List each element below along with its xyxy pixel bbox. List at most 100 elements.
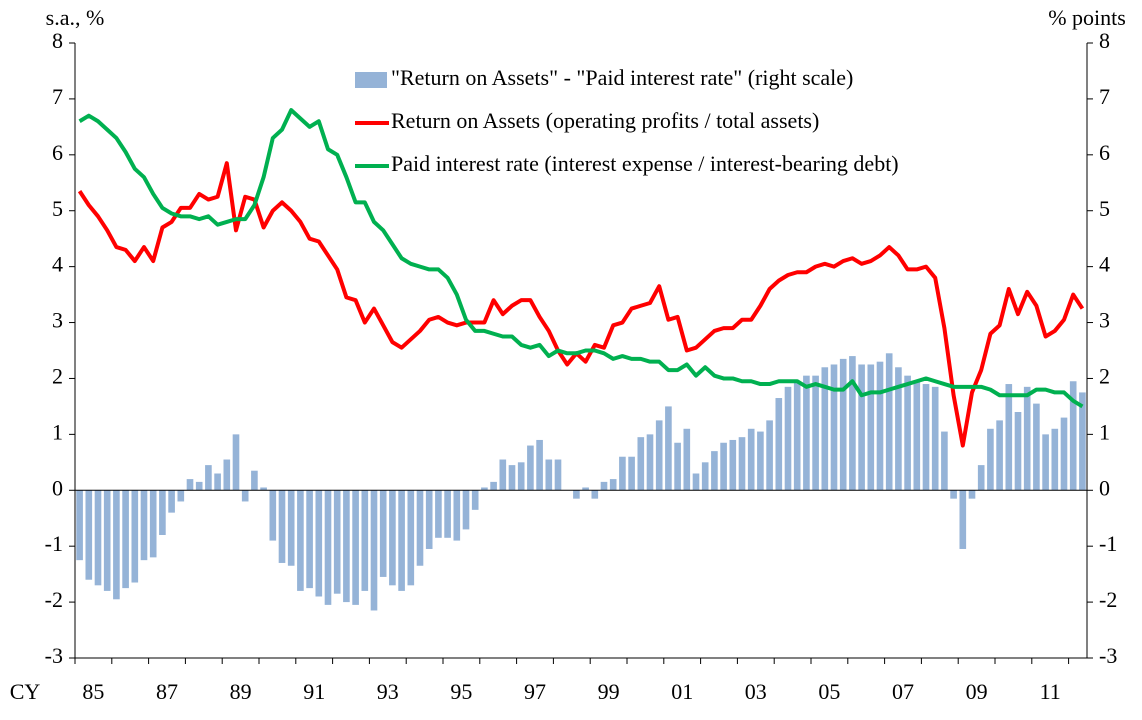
x-tick-label: 09 bbox=[966, 679, 988, 704]
bar bbox=[968, 490, 976, 499]
bar bbox=[315, 490, 323, 597]
x-tick-label: 87 bbox=[156, 679, 178, 704]
x-tick-label: 89 bbox=[230, 679, 252, 704]
y2-tick-label: 4 bbox=[1099, 252, 1110, 277]
bar bbox=[232, 434, 240, 491]
bar-series bbox=[76, 353, 1086, 611]
bar bbox=[674, 442, 681, 491]
y2-axis-label: % points bbox=[1048, 5, 1126, 30]
bar bbox=[278, 490, 286, 563]
bar bbox=[646, 434, 654, 491]
bar bbox=[149, 490, 157, 558]
bar bbox=[435, 490, 442, 538]
bar bbox=[370, 490, 378, 611]
bar bbox=[177, 490, 185, 502]
bar bbox=[389, 490, 396, 586]
bar bbox=[490, 481, 497, 491]
bar bbox=[113, 490, 120, 600]
bar bbox=[517, 462, 525, 491]
bar bbox=[287, 490, 295, 566]
bar bbox=[977, 465, 985, 491]
legend-label: "Return on Assets" - "Paid interest rate… bbox=[391, 65, 853, 90]
bar bbox=[830, 364, 838, 491]
bar bbox=[508, 465, 516, 491]
bar bbox=[260, 487, 267, 491]
y-tick-label: 5 bbox=[52, 196, 63, 221]
bar bbox=[885, 353, 893, 491]
y-tick-label: 6 bbox=[52, 140, 63, 165]
x-tick-label: 95 bbox=[450, 679, 472, 704]
y-tick-label: 7 bbox=[52, 84, 63, 109]
bar bbox=[251, 470, 258, 491]
bar bbox=[140, 490, 148, 561]
x-tick-label: 03 bbox=[745, 679, 767, 704]
bar bbox=[839, 358, 847, 491]
bar bbox=[306, 490, 313, 589]
y2-tick-label: -3 bbox=[1099, 643, 1117, 668]
y2-tick-label: 2 bbox=[1099, 364, 1110, 389]
y2-tick-label: 6 bbox=[1099, 140, 1110, 165]
bar bbox=[94, 490, 102, 586]
y-tick-label: 2 bbox=[52, 364, 63, 389]
bar bbox=[683, 428, 691, 491]
y-tick-label: 0 bbox=[52, 475, 63, 500]
y-tick-label: 8 bbox=[52, 28, 63, 53]
y2-tick-label: 1 bbox=[1099, 419, 1110, 444]
x-tick-label: 07 bbox=[892, 679, 914, 704]
x-tick-label: 93 bbox=[377, 679, 399, 704]
bar bbox=[757, 431, 764, 491]
bar bbox=[159, 490, 166, 535]
bar bbox=[205, 465, 212, 491]
bar bbox=[582, 487, 589, 491]
bar bbox=[444, 490, 451, 538]
bar bbox=[987, 428, 994, 491]
bar bbox=[76, 490, 83, 561]
line bbox=[77, 161, 1085, 448]
bar bbox=[775, 398, 783, 491]
bar bbox=[214, 473, 221, 491]
bar bbox=[573, 490, 580, 499]
bar bbox=[766, 420, 773, 491]
line bbox=[78, 108, 1084, 409]
bar bbox=[628, 456, 635, 491]
bar bbox=[738, 437, 746, 491]
bar bbox=[122, 490, 129, 589]
bar bbox=[223, 459, 231, 491]
bar bbox=[379, 490, 387, 577]
bar bbox=[131, 490, 139, 583]
y2-tick-label: -1 bbox=[1099, 531, 1117, 556]
y2-tick-label: 3 bbox=[1099, 308, 1110, 333]
bar bbox=[1051, 428, 1059, 491]
bar bbox=[195, 481, 203, 491]
bar bbox=[895, 367, 902, 491]
bar bbox=[867, 364, 875, 491]
bar bbox=[361, 490, 369, 591]
bar bbox=[996, 420, 1003, 491]
y-axis-label: s.a., % bbox=[46, 5, 105, 30]
legend-swatch bbox=[355, 72, 387, 88]
y-tick-label: -2 bbox=[45, 587, 63, 612]
legend-label: Paid interest rate (interest expense / i… bbox=[391, 151, 899, 176]
bar bbox=[600, 481, 608, 491]
bar bbox=[913, 381, 921, 491]
y2-tick-label: 7 bbox=[1099, 84, 1110, 109]
bar bbox=[269, 490, 277, 541]
bar bbox=[793, 381, 801, 491]
x-tick-label: 85 bbox=[82, 679, 104, 704]
bar bbox=[904, 375, 911, 491]
bar bbox=[499, 459, 507, 491]
bar bbox=[821, 367, 829, 491]
x-tick-label: 11 bbox=[1040, 679, 1061, 704]
bar bbox=[527, 445, 534, 491]
bar bbox=[1060, 417, 1068, 491]
bar bbox=[352, 490, 359, 605]
bar bbox=[545, 459, 553, 491]
y2-tick-label: 0 bbox=[1099, 475, 1110, 500]
bar bbox=[720, 442, 727, 491]
bar bbox=[1079, 392, 1086, 491]
bar bbox=[103, 490, 111, 591]
x-tick-label: 91 bbox=[303, 679, 325, 704]
bar bbox=[959, 490, 967, 549]
legend-label: Return on Assets (operating profits / to… bbox=[391, 108, 819, 133]
